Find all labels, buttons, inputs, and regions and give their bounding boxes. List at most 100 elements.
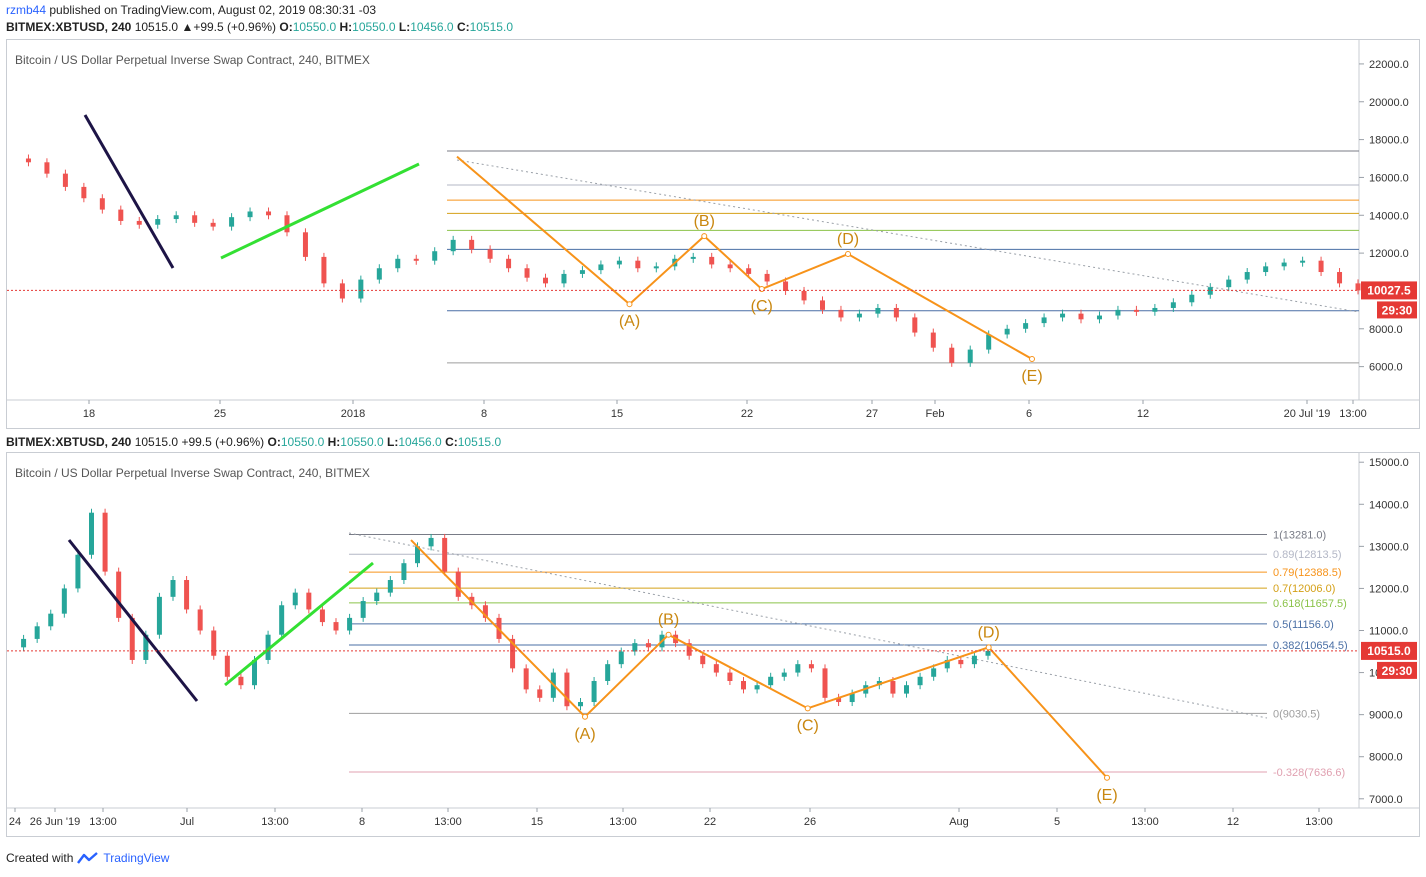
candle-body <box>727 672 733 681</box>
wave-label: (D) <box>837 231 859 248</box>
price-change-bottom: +99.5 (+0.96%) <box>181 435 265 449</box>
candle-body <box>912 317 918 333</box>
candle-body <box>700 655 706 665</box>
tradingview-logo-icon <box>77 852 99 864</box>
candle-body <box>482 605 488 618</box>
wave-point <box>845 251 851 258</box>
x-tick-label: 13:00 <box>1131 816 1159 828</box>
candle-body <box>605 664 611 681</box>
symbol-legend: BITMEX:XBTUSD, 240 10515.0 ▲+99.5 (+0.96… <box>6 20 513 35</box>
countdown-timer: 29:30 <box>1382 664 1413 678</box>
candle-body <box>266 211 272 216</box>
candle-body <box>279 605 285 635</box>
candle-body <box>1189 294 1195 303</box>
candle-body <box>1004 328 1010 335</box>
author-link[interactable]: rzmb44 <box>6 3 47 17</box>
published-text: published on TradingView.com, August 02,… <box>49 3 377 17</box>
candle-body <box>306 592 312 610</box>
candle-body <box>849 693 855 703</box>
wave-label: (C) <box>797 717 819 734</box>
wave-pattern-line <box>410 539 1108 779</box>
fib-level-label: 0.382(10654.5) <box>1273 640 1348 652</box>
candle-body <box>413 258 419 261</box>
x-tick-label: 22 <box>704 816 716 828</box>
candle-body <box>184 580 190 610</box>
symbol-legend-bottom: BITMEX:XBTUSD, 240 10515.0 +99.5 (+0.96%… <box>6 435 501 450</box>
candle-body <box>653 266 659 269</box>
y-tick-label: 22000.0 <box>1369 59 1409 71</box>
low-label: L: <box>398 20 411 34</box>
candle-body <box>229 217 235 227</box>
x-tick-label: 15 <box>531 816 543 828</box>
x-tick-label: 8 <box>481 408 487 420</box>
candle-body <box>917 676 923 686</box>
candle-body <box>808 664 814 669</box>
candle-body <box>1207 287 1213 295</box>
fib-level-label: 0(9030.5) <box>1273 708 1320 720</box>
wave-point <box>985 644 992 651</box>
candle-body <box>25 158 31 163</box>
candle-body <box>347 617 353 631</box>
candle-body <box>741 680 746 690</box>
wave-label: (C) <box>751 298 773 315</box>
fib-level-label: 0.79(12388.5) <box>1273 567 1342 579</box>
price-chart-top[interactable]: 22000.0 20000.0 18000.0 16000.0 14000.0 12000… <box>7 40 1419 428</box>
chart-panel-top[interactable]: 22000.0 20000.0 18000.0 16000.0 14000.0 12000… <box>6 39 1420 429</box>
candle-body <box>635 260 641 269</box>
high-label: H: <box>339 20 353 34</box>
candle-body <box>48 613 54 627</box>
candle-body <box>321 256 327 284</box>
fib-level-label: 0.5(11156.0) <box>1273 619 1334 631</box>
wave-point <box>804 705 811 712</box>
x-tick-label: 2018 <box>341 408 365 420</box>
wave-label: (D) <box>978 624 1000 641</box>
candle-body <box>754 685 760 690</box>
candle-body <box>686 643 692 656</box>
candle-body <box>143 634 149 660</box>
candle-body <box>173 215 179 220</box>
y-tick-label: 8000.0 <box>1369 324 1403 336</box>
candle-body <box>129 617 135 660</box>
candle-body <box>971 655 977 665</box>
x-tick-label: 18 <box>83 408 95 420</box>
candle-body <box>247 211 253 218</box>
tradingview-brand[interactable]: TradingView <box>103 851 170 865</box>
price-chart-bottom[interactable]: 15000.014000.013000.012000.011000.010000… <box>7 453 1419 836</box>
candle-body <box>931 668 937 677</box>
fib-level-label: 0.618(11657.5) <box>1273 598 1347 610</box>
candle-body <box>893 307 899 318</box>
candle-body <box>1170 302 1176 308</box>
candle-body <box>360 601 366 618</box>
candle-body <box>801 290 807 301</box>
candle-body <box>81 186 87 199</box>
y-tick-label: 14000.0 <box>1369 499 1409 511</box>
candle-body <box>116 571 122 618</box>
close-value: 10515.0 <box>469 20 513 34</box>
low-label-bottom: L: <box>387 435 399 449</box>
candle-body <box>523 668 529 690</box>
candle-body <box>904 685 909 694</box>
candle-body <box>709 256 715 265</box>
wave-label: (A) <box>619 313 640 330</box>
candle-body <box>1263 266 1269 273</box>
candle-body <box>561 273 567 284</box>
candle-body <box>89 512 94 555</box>
price-tag-box <box>1361 641 1417 660</box>
y-tick-label: 6000.0 <box>1369 362 1403 374</box>
chart-panel-bottom[interactable]: 15000.014000.013000.012000.011000.010000… <box>6 452 1420 837</box>
candle-body <box>455 571 461 597</box>
candle-body <box>487 249 493 259</box>
candle-body <box>781 672 787 677</box>
candle-body <box>506 258 512 269</box>
downtrend-line <box>83 114 175 269</box>
last-price: 10515.0 <box>134 20 179 34</box>
candle-body <box>822 668 828 698</box>
wave-point <box>626 301 633 308</box>
candle-body <box>949 347 955 363</box>
y-tick-label: 13000.0 <box>1369 541 1409 553</box>
candle-body <box>985 650 991 656</box>
candle-body <box>61 588 67 614</box>
close-label: C: <box>456 20 470 34</box>
open-value-bottom: 10550.0 <box>280 435 325 449</box>
x-tick-label: 13:00 <box>434 816 462 828</box>
